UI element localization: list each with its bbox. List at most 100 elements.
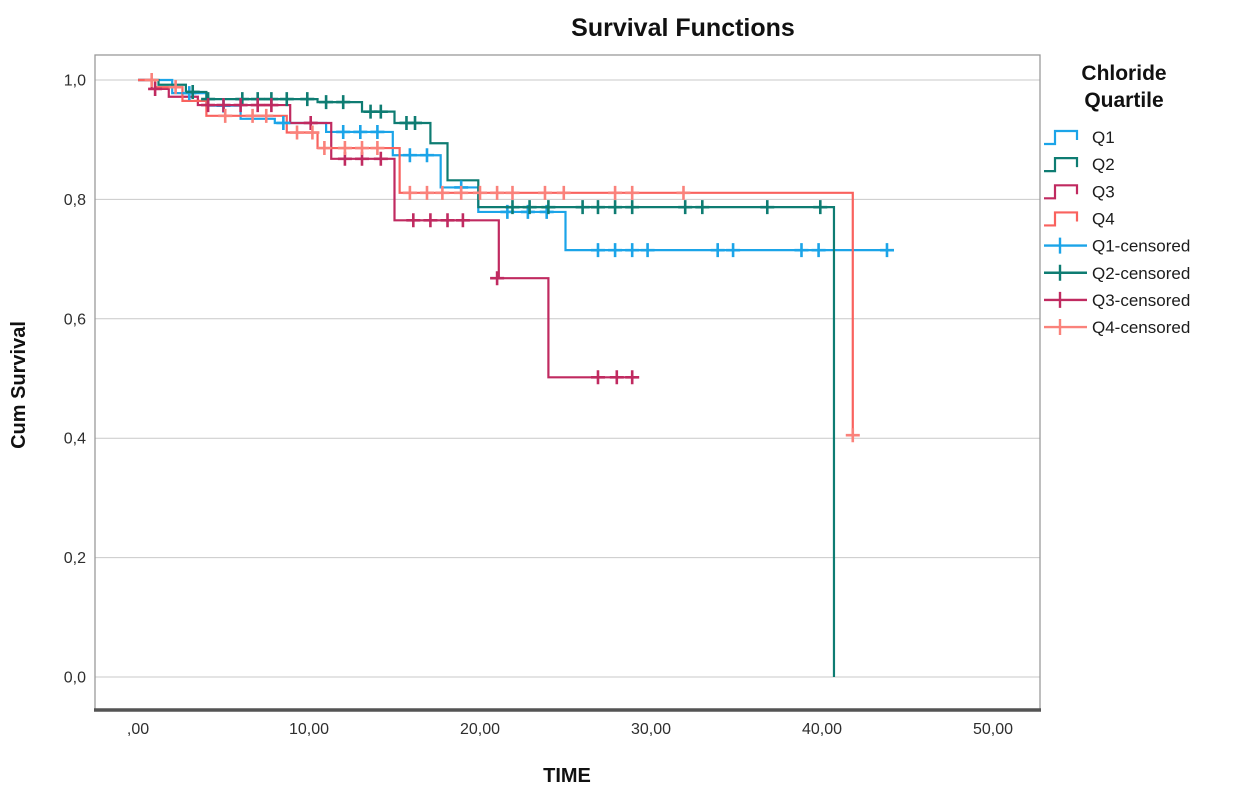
plot-frame	[94, 54, 1041, 712]
legend-item-q2-censored: Q2-censored	[1044, 264, 1190, 283]
censor-plus-icon	[556, 185, 571, 200]
censor-plus-icon	[490, 271, 505, 286]
censor-plus-icon	[726, 243, 741, 258]
q3-censored-marks	[148, 81, 640, 385]
censor-plus-icon	[813, 200, 828, 215]
q4-censored-marks	[144, 73, 860, 443]
censor-plus-icon	[201, 98, 216, 113]
censor-plus-icon	[490, 185, 505, 200]
censor-plus-icon	[168, 80, 183, 95]
censor-plus-icon	[250, 98, 265, 113]
y-tick-label-1: 0,2	[64, 550, 86, 567]
censor-plus-icon	[353, 124, 368, 139]
censor-plus-icon	[406, 213, 421, 228]
censor-plus-icon	[402, 185, 417, 200]
censor-plus-icon	[794, 243, 809, 258]
censor-plus-icon	[305, 125, 320, 140]
censor-plus-icon	[625, 370, 640, 385]
censor-plus-icon	[336, 124, 351, 139]
y-tick-label-5: 1,0	[64, 73, 86, 90]
y-tick-label-2: 0,4	[64, 431, 86, 448]
q1-censored-marks	[182, 86, 894, 258]
censor-plus-icon	[695, 200, 710, 215]
censor-plus-icon	[435, 185, 450, 200]
censor-plus-icon	[678, 200, 693, 215]
censor-plus-icon	[144, 73, 159, 87]
censor-plus-icon	[590, 370, 605, 385]
censor-plus-icon	[590, 243, 605, 258]
censor-plus-icon	[625, 243, 640, 258]
censor-plus-icon	[185, 84, 200, 99]
censor-plus-icon	[811, 243, 826, 258]
censor-plus-icon	[319, 95, 334, 110]
legend-item-label: Q3-censored	[1092, 291, 1190, 310]
legend-item-q1-censored: Q1-censored	[1044, 237, 1190, 256]
plot-border	[94, 54, 1041, 711]
q3-line-swatch-icon	[1044, 184, 1079, 200]
censor-plus-icon	[370, 141, 385, 156]
censor-plus-icon	[423, 213, 438, 228]
censor-plus-icon	[218, 108, 233, 123]
series-layer	[138, 78, 894, 677]
legend-item-label: Q3	[1092, 182, 1115, 201]
q2-line-swatch-icon	[1044, 157, 1079, 173]
q4-line-swatch-icon	[1044, 211, 1079, 227]
y-axis-label: Cum Survival	[8, 321, 30, 449]
legend-item-label: Q2-censored	[1092, 264, 1190, 283]
censor-plus-icon	[454, 185, 469, 200]
y-tick-label-3: 0,6	[64, 311, 86, 328]
censor-plus-icon	[575, 200, 590, 215]
q3-censored-swatch-icon	[1044, 291, 1087, 308]
censor-plus-icon	[264, 98, 279, 113]
censor-plus-icon	[419, 148, 434, 163]
legend-entries: Q1 Q2 Q3 Q4 Q1-censored Q2-censored Q3-censore…	[1044, 128, 1190, 337]
censor-plus-icon	[879, 243, 894, 258]
legend-item-q1: Q1	[1044, 128, 1115, 147]
censor-plus-icon	[276, 115, 291, 130]
legend-item-q2: Q2	[1044, 155, 1115, 174]
censor-plus-icon	[317, 141, 332, 156]
censor-plus-icon	[440, 213, 455, 228]
y-axis-ticks: 0,0 0,2 0,4 0,6 0,8 1,0	[64, 73, 86, 687]
censor-plus-icon	[216, 98, 231, 113]
x-axis-label: TIME	[543, 765, 591, 787]
censor-plus-icon	[336, 95, 351, 110]
censor-plus-icon	[609, 370, 624, 385]
legend: Chloride Quartile Q1 Q2 Q3 Q4 Q1-censored Q2-…	[1044, 62, 1190, 337]
censor-plus-icon	[608, 200, 623, 215]
censor-plus-icon	[608, 185, 623, 200]
q4-censored-swatch-icon	[1044, 319, 1087, 336]
censor-plus-icon	[408, 115, 423, 130]
q1-line-swatch-icon	[1044, 129, 1079, 146]
legend-item-label: Q2	[1092, 155, 1115, 174]
censor-plus-icon	[608, 243, 623, 258]
censor-plus-icon	[640, 243, 655, 258]
censor-plus-icon	[625, 185, 640, 200]
censor-plus-icon	[235, 92, 250, 107]
censor-plus-icon	[290, 125, 305, 140]
censor-plus-icon	[402, 148, 417, 163]
censor-plus-icon	[537, 185, 552, 200]
censor-plus-icon	[419, 185, 434, 200]
legend-title-line2: Quartile	[1084, 89, 1163, 112]
censor-marks-layer	[144, 73, 894, 443]
legend-item-q3-censored: Q3-censored	[1044, 291, 1190, 310]
x-axis-ticks: ,00 10,00 20,00 30,00 40,00 50,00	[127, 721, 1013, 738]
q1-censored-swatch-icon	[1044, 237, 1087, 254]
censor-plus-icon	[355, 141, 370, 156]
censor-plus-icon	[522, 200, 537, 215]
q3-survival-curve	[138, 78, 638, 379]
x-tick-label-1: 10,00	[289, 721, 329, 738]
x-tick-label-0: ,00	[127, 721, 149, 738]
q2-censored-marks	[185, 84, 828, 215]
censor-plus-icon	[845, 428, 860, 443]
censor-plus-icon	[259, 108, 274, 123]
censor-plus-icon	[505, 185, 520, 200]
censor-plus-icon	[760, 200, 775, 215]
q2-survival-curve	[138, 78, 836, 677]
q2-censored-swatch-icon	[1044, 264, 1087, 281]
censor-plus-icon	[676, 185, 691, 200]
censor-plus-icon	[473, 185, 487, 200]
censor-plus-icon	[541, 200, 556, 215]
censor-plus-icon	[300, 92, 315, 107]
